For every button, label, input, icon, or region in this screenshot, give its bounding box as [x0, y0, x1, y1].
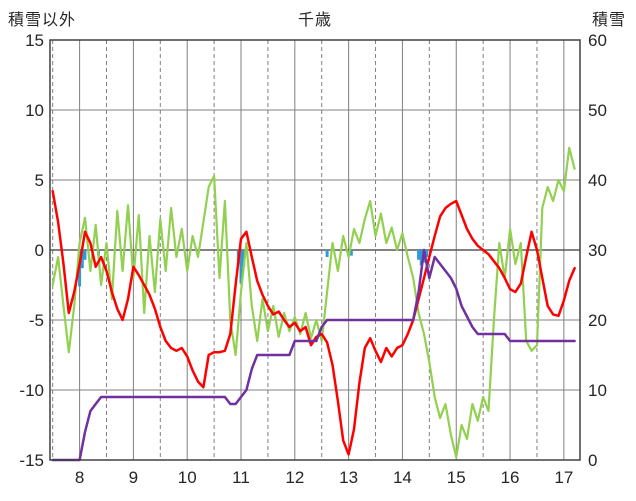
- x-axis-tick-label: 12: [285, 468, 304, 487]
- right-axis-tick-label: 20: [588, 311, 607, 330]
- left-axis-tick-label: 10: [25, 101, 44, 120]
- left-axis-tick-label: 5: [35, 171, 44, 190]
- x-axis-tick-label: 8: [75, 468, 84, 487]
- right-axis-tick-label: 50: [588, 101, 607, 120]
- right-axis-tick-label: 40: [588, 171, 607, 190]
- x-axis-tick-label: 9: [129, 468, 138, 487]
- chart-title: 千歳: [297, 12, 332, 29]
- horizontal-gridlines: [50, 39, 580, 461]
- x-axis-tick-label: 10: [178, 468, 197, 487]
- right-axis-tick-label: 0: [588, 451, 597, 470]
- green-line: [51, 146, 576, 459]
- x-axis-tick-label: 13: [339, 468, 358, 487]
- right-axis-title: 積雪: [591, 12, 626, 29]
- left-axis-tick-label: -15: [19, 451, 44, 470]
- left-axis-tick-label: 0: [35, 241, 44, 260]
- purple-snow-depth-line: [51, 248, 576, 462]
- left-axis-tick-label: 15: [25, 31, 44, 50]
- right-axis-tick-label: 10: [588, 381, 607, 400]
- plot-border: [49, 39, 581, 461]
- left-axis-title: 積雪以外: [8, 12, 77, 29]
- x-axis-tick-label: 11: [232, 468, 250, 487]
- left-axis-tick-label: -10: [19, 381, 44, 400]
- right-axis-tick-label: 60: [588, 31, 607, 50]
- x-axis-tick-label: 16: [501, 468, 520, 487]
- x-axis-tick-label: 14: [393, 468, 412, 487]
- right-axis-tick-label: 30: [588, 241, 607, 260]
- x-axis-tick-label: 17: [554, 468, 573, 487]
- x-axis-tick-label: 15: [447, 468, 466, 487]
- left-axis-tick-label: -5: [29, 311, 44, 330]
